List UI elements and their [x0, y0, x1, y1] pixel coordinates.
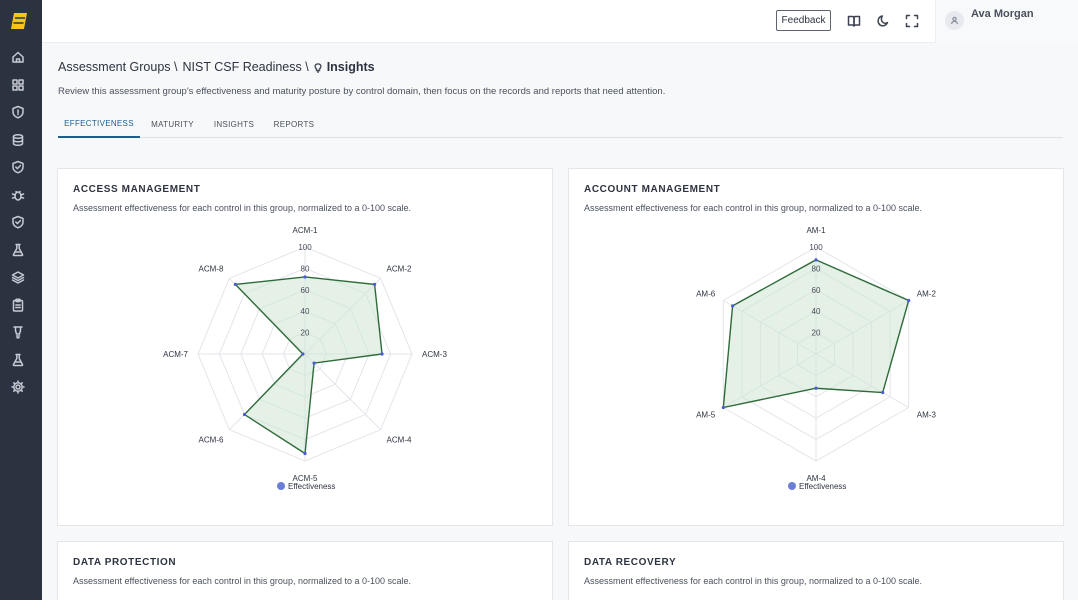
- radar-tick-label: 100: [809, 243, 823, 252]
- radar-data-point: [731, 304, 735, 308]
- radar-data-point: [907, 298, 911, 303]
- book-icon[interactable]: [847, 14, 861, 28]
- flask-icon[interactable]: [11, 243, 25, 257]
- card-title: ACCOUNT MANAGEMENT: [584, 184, 721, 195]
- radar-tick-label: 100: [298, 243, 312, 252]
- bug-icon[interactable]: [11, 188, 25, 202]
- shield-icon[interactable]: [11, 105, 25, 119]
- tab-bar: EFFECTIVENESS MATURITY INSIGHTS REPORTS: [58, 111, 1063, 138]
- radar-category-label: AM-2: [917, 290, 937, 299]
- radar-category-label: AM-6: [696, 290, 716, 299]
- radar-chart-access-management: 20 40 60 80 100 ACM-1 ACM-2 ACM-3 ACM-4 ACM-5 ACM-…: [163, 226, 447, 491]
- card-subtitle: Assessment effectiveness for each contro…: [584, 203, 923, 213]
- radar-data-point: [814, 386, 818, 390]
- tab-reports[interactable]: REPORTS: [273, 120, 315, 129]
- fullscreen-icon[interactable]: [905, 14, 919, 28]
- tab-effectiveness[interactable]: EFFECTIVENESS: [58, 111, 140, 138]
- sidebar: [0, 0, 42, 600]
- card-data-recovery: DATA RECOVERY Assessment effectiveness f…: [568, 541, 1064, 600]
- breadcrumb-current: Insights: [326, 60, 375, 74]
- radar-category-label: ACM-4: [387, 436, 412, 445]
- radar-category-label: AM-3: [917, 411, 937, 420]
- radar-data-point: [301, 352, 305, 356]
- breadcrumb-item-nist-csf-readiness[interactable]: NIST CSF Readiness \: [182, 60, 309, 74]
- radar-tick-label: 60: [301, 286, 310, 295]
- tab-insights[interactable]: INSIGHTS: [213, 120, 255, 129]
- lightbulb-icon[interactable]: [11, 325, 25, 339]
- shield-check-icon[interactable]: [11, 215, 25, 229]
- home-icon[interactable]: [11, 50, 25, 64]
- radar-data-point: [373, 282, 377, 286]
- user-menu[interactable]: Ava Morgan: [935, 0, 1078, 43]
- radar-spoke: [304, 353, 382, 431]
- tab-maturity[interactable]: MATURITY: [151, 120, 194, 129]
- radar-category-label: ACM-5: [293, 474, 318, 483]
- radar-category-label: ACM-3: [422, 350, 447, 359]
- app-logo[interactable]: [10, 12, 28, 30]
- radar-category-label: ACM-6: [199, 436, 224, 445]
- legend-label: Effectiveness: [288, 482, 335, 491]
- radar-data-point: [814, 258, 818, 262]
- lightbulb-icon: [313, 62, 323, 73]
- radar-category-label: ACM-8: [199, 264, 224, 273]
- breadcrumb-item-assessment-groups[interactable]: Assessment Groups \: [58, 60, 178, 74]
- flask-icon[interactable]: [11, 353, 25, 367]
- radar-data-point: [721, 405, 725, 410]
- radar-data-point: [242, 412, 247, 417]
- radar-data-point: [380, 352, 384, 356]
- page-description: Review this assessment group's effective…: [58, 86, 666, 97]
- radar-tick-label: 20: [812, 329, 821, 338]
- card-data-protection: DATA PROTECTION Assessment effectiveness…: [57, 541, 553, 600]
- card-title: DATA PROTECTION: [73, 557, 177, 568]
- radar-category-label: ACM-7: [163, 350, 188, 359]
- radar-data-point: [303, 275, 307, 279]
- breadcrumb: Assessment Groups \ NIST CSF Readiness \…: [58, 60, 375, 74]
- radar-tick-label: 80: [812, 264, 821, 273]
- legend-marker: [788, 482, 796, 490]
- card-title: DATA RECOVERY: [584, 557, 677, 568]
- radar-tick-label: 20: [301, 329, 310, 338]
- radar-tick-label: 40: [301, 307, 310, 316]
- radar-category-label: AM-1: [806, 226, 826, 235]
- clipboard-icon[interactable]: [11, 298, 25, 312]
- radar-category-label: ACM-1: [293, 226, 318, 235]
- legend-marker: [277, 482, 285, 490]
- card-subtitle: Assessment effectiveness for each contro…: [584, 576, 923, 586]
- radar-tick-label: 40: [812, 307, 821, 316]
- avatar: [945, 11, 964, 30]
- radar-data-point: [233, 282, 237, 286]
- radar-chart-account-management: 20 40 60 80 100 AM-1 AM-2 AM-3 AM-4 AM-5 AM-6 Effec…: [696, 226, 937, 491]
- card-subtitle: Assessment effectiveness for each contro…: [73, 203, 412, 213]
- card-title: ACCESS MANAGEMENT: [73, 184, 201, 195]
- database-icon[interactable]: [11, 133, 25, 147]
- card-account-management: ACCOUNT MANAGEMENT Assessment effectiven…: [568, 168, 1064, 526]
- gear-icon[interactable]: [11, 380, 25, 394]
- radar-tick-label: 60: [812, 286, 821, 295]
- grid-icon[interactable]: [11, 78, 25, 92]
- feedback-button[interactable]: Feedback: [776, 10, 831, 31]
- radar-series-area: [233, 276, 383, 455]
- moon-icon[interactable]: [876, 14, 890, 28]
- user-name: Ava Morgan: [971, 8, 1034, 20]
- top-bar: Feedback Ava Morgan: [42, 0, 1078, 43]
- radar-category-label: ACM-2: [387, 264, 412, 273]
- radar-tick-label: 80: [301, 264, 310, 273]
- legend-label: Effectiveness: [799, 482, 846, 491]
- card-subtitle: Assessment effectiveness for each contro…: [73, 576, 412, 586]
- radar-category-label: AM-5: [696, 411, 716, 420]
- layers-icon[interactable]: [11, 270, 25, 284]
- radar-category-label: AM-4: [806, 474, 826, 483]
- radar-data-point: [881, 390, 885, 395]
- radar-data-point: [303, 451, 307, 456]
- radar-data-point: [312, 361, 316, 365]
- shield-check-icon[interactable]: [11, 160, 25, 174]
- card-access-management: ACCESS MANAGEMENT Assessment effectivene…: [57, 168, 553, 526]
